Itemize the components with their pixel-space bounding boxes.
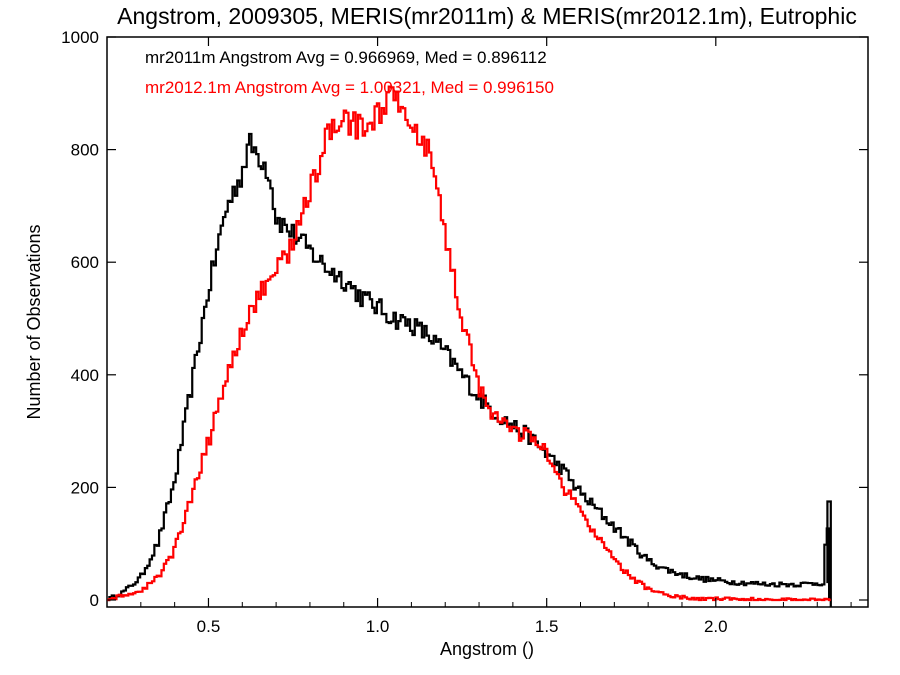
ticks-layer: 0.5 1.0 1.5 2.0 0 200 400 600 800 1000 bbox=[61, 28, 868, 636]
x-axis-label: Angstrom () bbox=[440, 639, 534, 659]
series-mr2011m-line bbox=[107, 132, 832, 607]
chart-title: Angstrom, 2009305, MERIS(mr2011m) & MERI… bbox=[117, 3, 857, 29]
y-axis-label: Number of Observations bbox=[24, 224, 44, 419]
series-mr2012-1m-line bbox=[107, 85, 831, 602]
x-tick-label: 1.5 bbox=[535, 617, 559, 636]
y-tick-label: 400 bbox=[71, 366, 99, 385]
plot-frame bbox=[106, 36, 869, 608]
annotation-mr2011m: mr2011m Angstrom Avg = 0.966969, Med = 0… bbox=[145, 48, 547, 67]
y-tick-label: 600 bbox=[71, 253, 99, 272]
y-tick-label: 0 bbox=[90, 591, 99, 610]
annotation-mr2012-1m: mr2012.1m Angstrom Avg = 1.00321, Med = … bbox=[145, 78, 554, 97]
y-tick-label: 800 bbox=[71, 141, 99, 160]
x-tick-label: 1.0 bbox=[366, 617, 390, 636]
x-tick-label: 0.5 bbox=[197, 617, 221, 636]
x-tick-label: 2.0 bbox=[704, 617, 728, 636]
y-tick-label: 200 bbox=[71, 478, 99, 497]
series-layer bbox=[107, 85, 832, 607]
y-tick-label: 1000 bbox=[61, 28, 99, 47]
